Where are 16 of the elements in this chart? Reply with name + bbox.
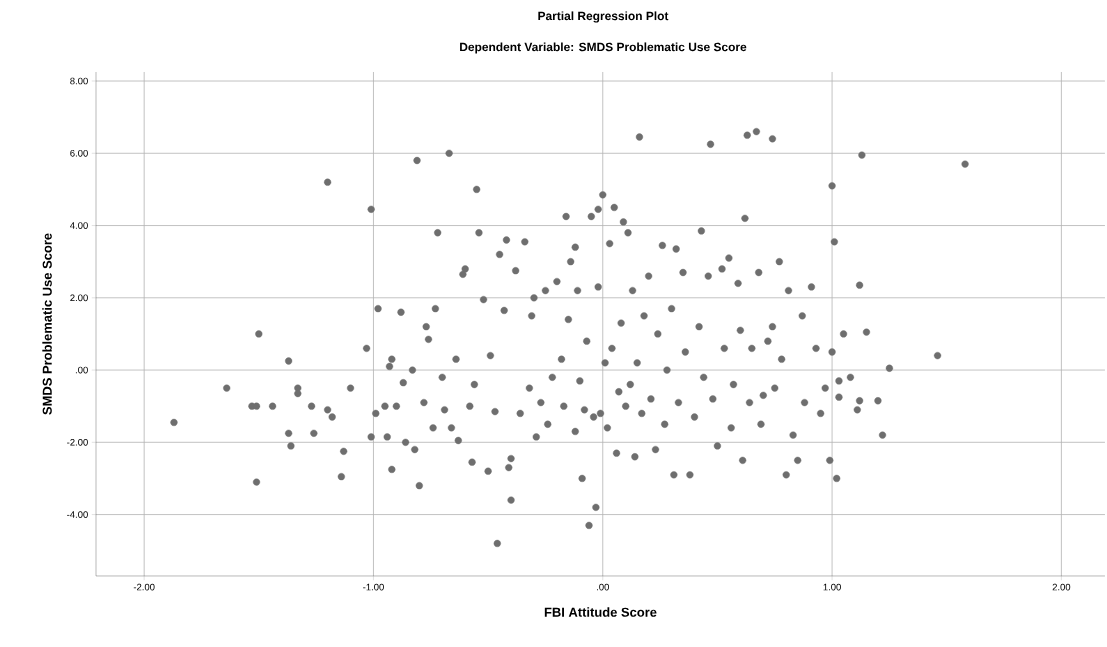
chart-subtitle: Dependent Variable: SMDS Problematic Use Score (460, 42, 747, 54)
x-tick-label: -1.00 (363, 583, 384, 591)
y-tick-label: 8.00 (70, 77, 88, 85)
x-tick-label: 2.00 (1052, 583, 1071, 591)
y-tick-label: 4.00 (70, 222, 88, 229)
y-tick-label: 2.00 (70, 294, 88, 302)
x-axis-title: FBI Attitude Score (544, 607, 657, 617)
y-tick-label: 6.00 (70, 149, 88, 157)
y-tick-label: .00 (75, 366, 88, 374)
y-axis-title: SMDS Problematic Use Score (42, 233, 52, 415)
y-tick-label: -2.00 (67, 438, 88, 446)
x-tick-label: .00 (597, 583, 609, 591)
y-tick-label: -4.00 (67, 511, 88, 518)
x-tick-label: -2.00 (133, 583, 155, 591)
x-tick-label: 1.00 (823, 583, 841, 591)
chart-title: Partial Regression Plot (538, 11, 669, 23)
